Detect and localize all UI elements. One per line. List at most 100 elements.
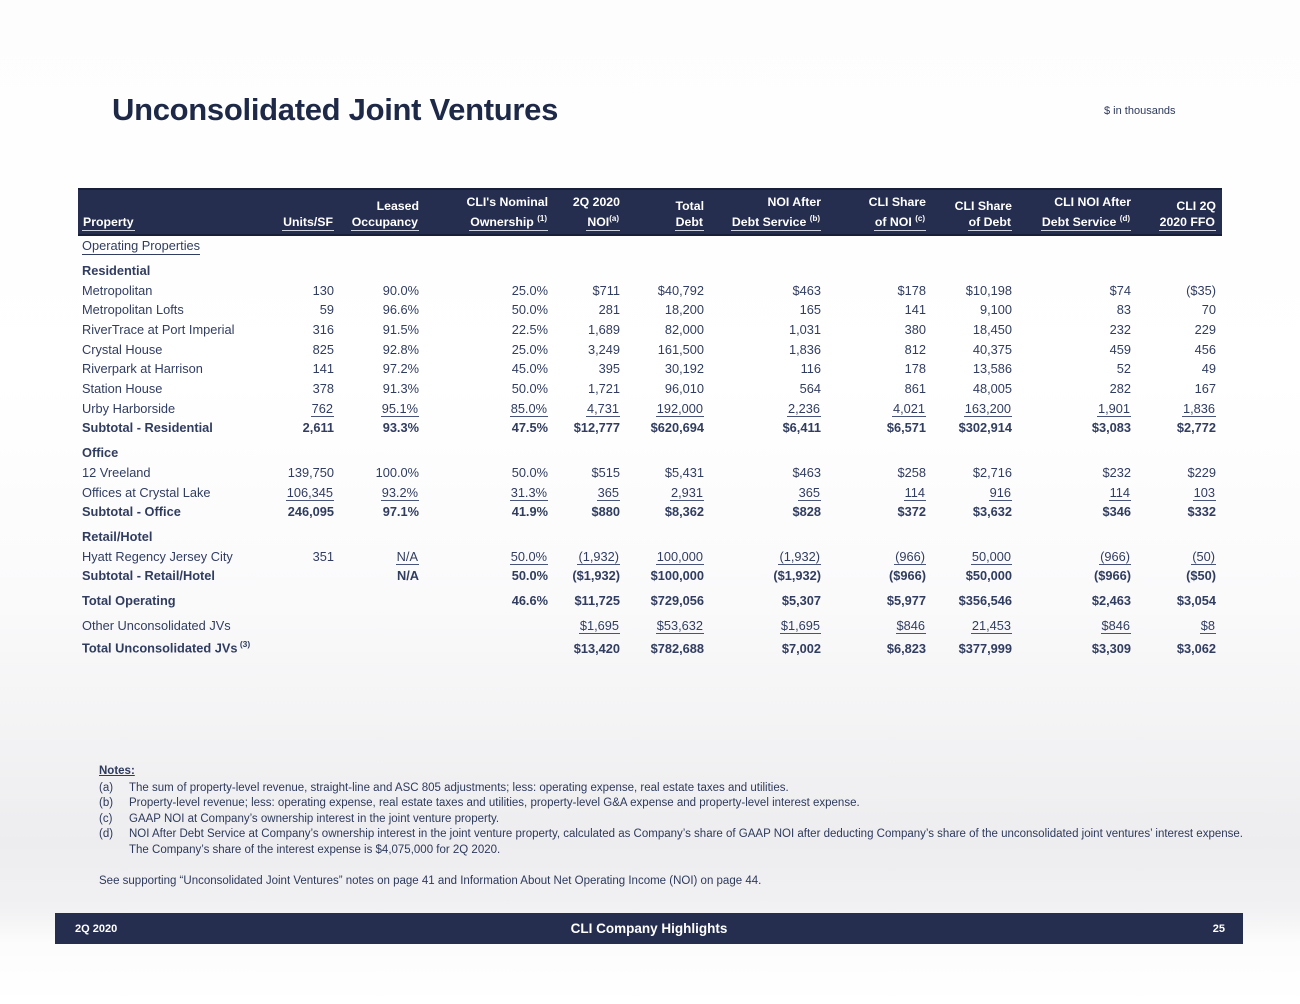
table-cell: 70: [1201, 302, 1216, 318]
table-row: Urby Harborside 762 95.1% 85.0% 4,731 192,000…: [78, 399, 1222, 419]
table-cell: 91.5%: [382, 321, 419, 337]
table-cell: 178: [904, 361, 926, 377]
table-cell: $377,999: [958, 640, 1012, 656]
table-cell: 18,200: [664, 302, 704, 318]
note-a-text: The sum of property-level revenue, strai…: [129, 781, 789, 794]
table-cell: [340, 256, 425, 281]
table-cell: $7,002: [781, 640, 821, 656]
jv-table-head-row: Property Units/SF Leased Occupancy CLI's No…: [78, 187, 1222, 237]
table-cell: 316: [312, 321, 334, 337]
table-cell: 31.3%: [509, 484, 548, 501]
table-cell: $50,000: [965, 568, 1012, 584]
table-cell: [340, 611, 425, 636]
table-cell: 1,031: [788, 321, 821, 337]
note-c-marker: (c): [99, 812, 113, 825]
table-row: RiverTrace at Port Imperial 316 91.5% 22.5%…: [78, 320, 1222, 340]
table-cell: 2,931: [669, 484, 704, 501]
column-header: 2Q 2020 NOI(a): [554, 187, 626, 237]
note-d-text: NOI After Debt Service at Company’s owne…: [129, 828, 1243, 856]
column-header: Property: [78, 187, 260, 237]
note-b-text: Property-level revenue; less: operating …: [129, 797, 860, 810]
table-cell: 95.1%: [380, 400, 419, 417]
table-cell: [1137, 235, 1222, 256]
table-cell: 916: [988, 484, 1012, 501]
table-cell: 49: [1201, 361, 1216, 377]
table-cell: [932, 235, 1018, 256]
table-cell: 25.0%: [511, 341, 548, 357]
table-cell: $178: [897, 282, 926, 298]
table-cell: 167: [1194, 381, 1216, 397]
table-cell: 96.6%: [382, 302, 419, 318]
table-cell: 456: [1194, 341, 1216, 357]
table-cell: [425, 235, 554, 256]
footer-period: 2Q 2020: [75, 922, 118, 935]
table-row: Crystal House 825 92.8% 25.0% 3,249 161,500 1,…: [78, 340, 1222, 360]
table-cell: $3,062: [1176, 640, 1216, 656]
table-cell: 130: [312, 282, 334, 298]
table-cell: [1018, 438, 1137, 463]
table-row: Riverpark at Harrison 141 97.2% 45.0% 395 30,…: [78, 359, 1222, 379]
table-cell: $5,977: [886, 593, 926, 609]
table-cell: 92.8%: [382, 341, 419, 357]
table-cell: ($1,932): [773, 568, 821, 584]
table-cell: [260, 566, 340, 586]
table-cell: 825: [312, 341, 334, 357]
table-cell: [260, 522, 340, 547]
table-cell: (966): [1099, 548, 1131, 565]
table-cell: 100.0%: [375, 464, 419, 480]
table-cell: [827, 235, 932, 256]
table-cell: [340, 522, 425, 547]
page-title: Unconsolidated Joint Ventures: [112, 92, 559, 127]
table-row: Metropolitan Lofts 59 96.6% 50.0% 281 18,200 1…: [78, 300, 1222, 320]
see-also-note: See supporting “Unconsolidated Joint Ven…: [99, 874, 762, 887]
table-cell: 9,100: [979, 302, 1012, 318]
table-cell: 40,375: [972, 341, 1012, 357]
table-cell: $5,431: [664, 464, 704, 480]
table-cell: (1,932): [577, 548, 620, 565]
footer-bar: 2Q 2020 CLI Company Highlights 25: [55, 913, 1243, 944]
table-cell: $12,777: [573, 420, 620, 436]
table-row: Residential: [78, 256, 1222, 281]
table-cell: 351: [312, 548, 334, 564]
table-cell: [425, 635, 554, 658]
table-cell: 100,000: [655, 548, 704, 565]
table-cell: 93.3%: [382, 420, 419, 436]
table-cell: 91.3%: [382, 381, 419, 397]
table-cell: $1,695: [779, 617, 821, 634]
table-row: Subtotal - Residential 2,611 93.3% 47.5% $12…: [78, 418, 1222, 438]
table-cell: 232: [1109, 321, 1131, 337]
table-row: Total Unconsolidated JVs (3) $13,420 $782,…: [78, 635, 1222, 658]
table-cell: 378: [312, 381, 334, 397]
table-cell: $846: [895, 617, 926, 634]
table-cell: 3,249: [587, 341, 620, 357]
table-cell: (50): [1191, 548, 1216, 565]
table-cell: $372: [897, 504, 926, 520]
table-cell: ($35): [1186, 282, 1216, 298]
table-cell: $332: [1187, 504, 1216, 520]
table-cell: 395: [598, 361, 620, 377]
table-cell: $356,546: [958, 593, 1012, 609]
table-row: Other Unconsolidated JVs $1,695 $53,632 $1,…: [78, 611, 1222, 636]
table-cell: [260, 235, 340, 256]
table-cell: [710, 438, 827, 463]
table-cell: 18,450: [972, 321, 1012, 337]
table-cell: [626, 438, 710, 463]
note-b-marker: (b): [99, 797, 114, 810]
table-row: Offices at Crystal Lake 106,345 93.2% 31.3%…: [78, 483, 1222, 503]
table-cell: [827, 256, 932, 281]
table-cell: 282: [1109, 381, 1131, 397]
table-cell: $40,792: [657, 282, 704, 298]
column-header: NOI After Debt Service (b): [710, 187, 827, 237]
table-cell: $711: [592, 282, 620, 298]
column-header: Leased Occupancy: [340, 187, 425, 237]
table-row: Metropolitan 130 90.0% 25.0% $711 $40,792 $463…: [78, 281, 1222, 301]
table-cell: 103: [1192, 484, 1216, 501]
table-cell: 861: [904, 381, 926, 397]
table-row: Retail/Hotel: [78, 522, 1222, 547]
table-cell: 4,731: [585, 400, 620, 417]
table-cell: $2,463: [1091, 593, 1131, 609]
table-cell: [626, 235, 710, 256]
table-cell: 47.5%: [511, 420, 548, 436]
table-cell: $53,632: [655, 617, 704, 634]
table-cell: 106,345: [285, 484, 334, 501]
